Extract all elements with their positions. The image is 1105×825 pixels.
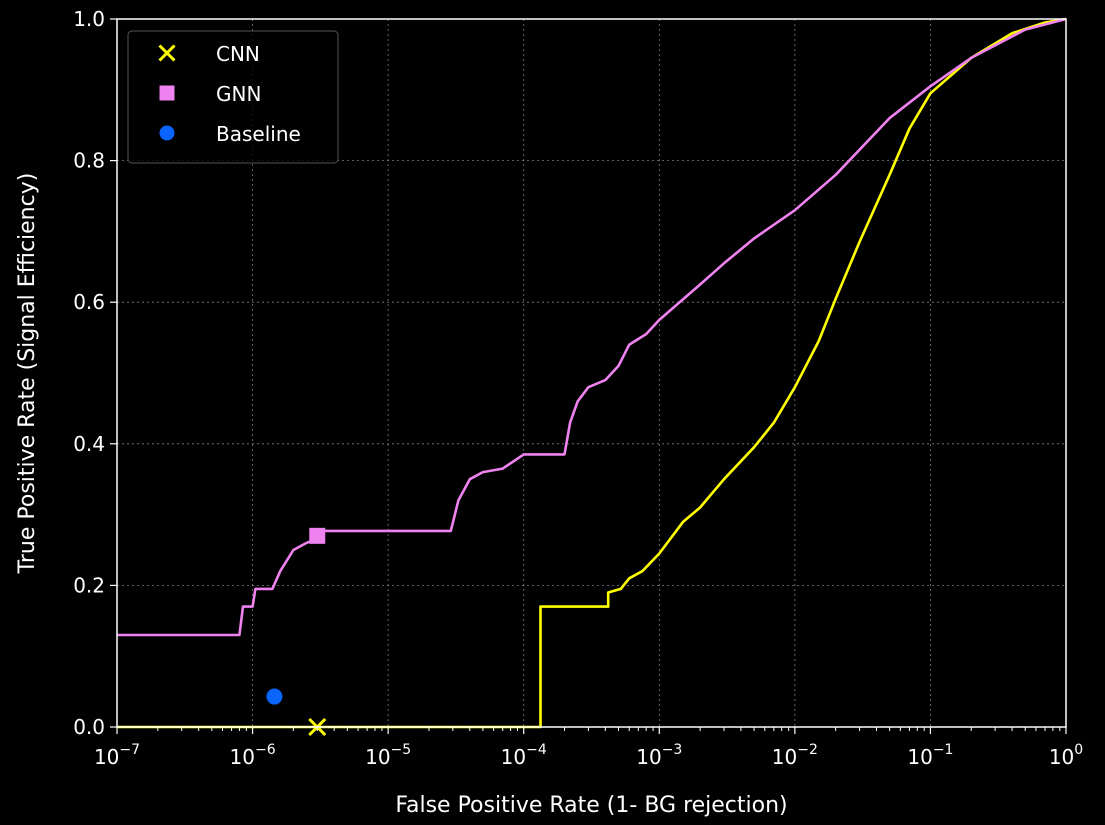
legend-marker-baseline [159,125,175,141]
marker-baseline [266,688,283,705]
axis-ticks: 10−7 10−6 10−5 10−4 10−3 10−2 10−1 100 0.0 0.2 0.4… [73,7,1083,769]
legend-label: Baseline [216,122,301,146]
x-tick-label: 10−3 [636,742,682,769]
series-line-gnn [117,17,1067,637]
y-tick-label: 0.0 [73,715,105,739]
series-line-cnn [117,17,1067,729]
x-tick-label: 10−4 [501,742,547,769]
y-axis-label: True Positive Rate (Signal Efficiency) [15,173,40,575]
y-tick-label: 0.6 [73,290,105,314]
x-tick-label: 10−7 [94,742,140,769]
x-axis-label: False Positive Rate (1- BG rejection) [395,793,787,818]
y-tick-label: 0.8 [73,149,105,173]
series-lines [117,17,1067,729]
x-tick-label: 10−1 [907,742,953,769]
legend-label: CNN [216,42,260,66]
y-tick-label: 0.2 [73,573,105,597]
y-tick-label: 0.4 [73,432,105,456]
legend-label: GNN [216,82,261,106]
legend: CNN GNN Baseline [127,30,339,164]
x-tick-label: 100 [1049,742,1083,769]
plot-frame [116,18,1067,728]
marker-gnn [309,527,326,544]
x-tick-label: 10−5 [365,742,411,769]
legend-marker-cnn [158,44,176,62]
y-tick-label: 1.0 [73,7,105,31]
grid-lines [117,19,1066,727]
legend-box [127,30,339,164]
legend-marker-gnn [159,85,175,101]
x-tick-label: 10−6 [230,742,276,769]
series-markers [266,527,327,737]
x-tick-label: 10−2 [772,742,818,769]
